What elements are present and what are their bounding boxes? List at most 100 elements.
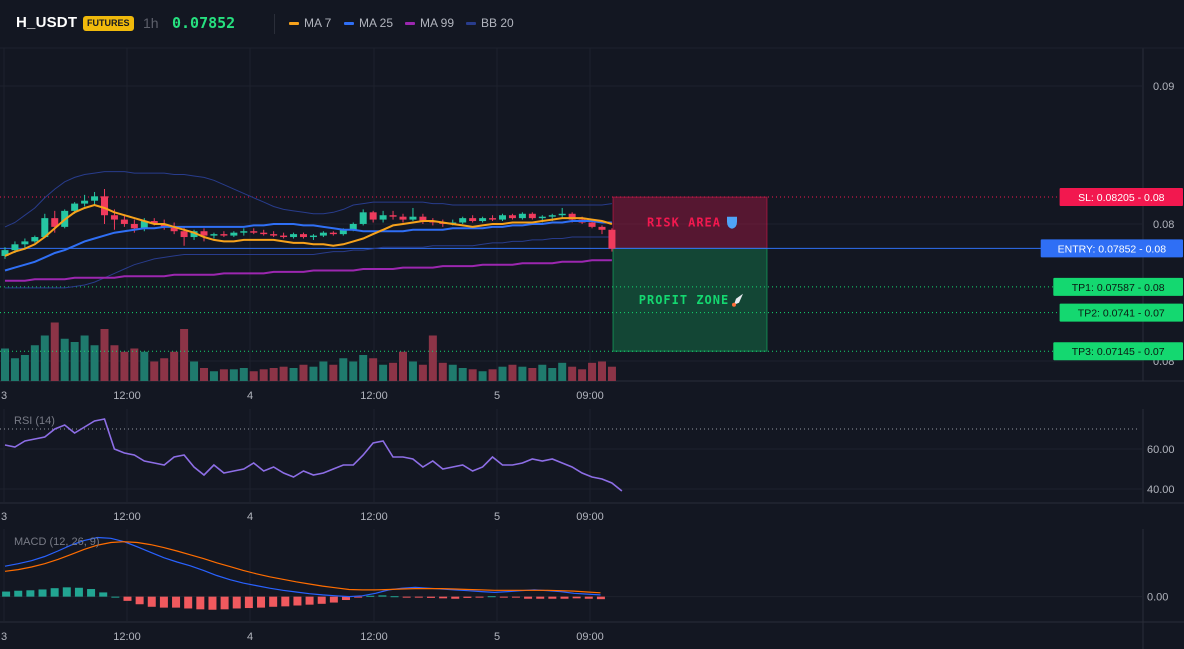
macd-histogram-bar <box>74 587 83 597</box>
candle-body <box>250 231 258 233</box>
rsi-line <box>4 418 623 492</box>
time-tick-label: 4 <box>247 511 253 523</box>
time-tick-label: 12:00 <box>360 511 388 523</box>
volume-bar <box>438 362 447 381</box>
tp-price-tag[interactable] <box>1053 342 1183 361</box>
sl-price-tag[interactable] <box>1059 188 1183 207</box>
candle-body <box>459 218 467 223</box>
candle-body <box>339 229 347 235</box>
volume-bar <box>70 342 79 381</box>
risk-area-zone <box>612 196 768 249</box>
candle-body <box>409 216 417 220</box>
legend-ma25-label: MA 25 <box>359 16 394 30</box>
ma99-line <box>5 259 612 282</box>
candle-body <box>469 218 477 222</box>
legend-ma7[interactable]: MA 7 <box>289 16 331 30</box>
tp-price-label: TP1: 0.07587 - 0.08 <box>1072 282 1165 294</box>
volume-bar <box>568 366 577 381</box>
entry-price-label: ENTRY: 0.07852 - 0.08 <box>1058 243 1167 255</box>
legend-ma99[interactable]: MA 99 <box>405 16 454 30</box>
volume-bar <box>598 361 606 381</box>
legend-bb20[interactable]: BB 20 <box>466 16 514 30</box>
tp-price-tag[interactable] <box>1053 277 1183 296</box>
candle-body <box>160 223 168 227</box>
macd-histogram-bar <box>232 596 241 609</box>
time-tick-label: 12:00 <box>113 631 141 643</box>
volume-bar <box>418 364 427 381</box>
volume-bar <box>279 366 288 381</box>
volume-bar <box>269 368 278 381</box>
bb-upper-line <box>4 171 612 228</box>
candle-body <box>31 237 39 242</box>
macd-histogram-bar <box>26 590 35 597</box>
volume-bar <box>209 371 218 381</box>
volume-bar <box>140 351 149 381</box>
rocket-icon <box>734 293 743 305</box>
candle-body <box>91 196 99 201</box>
macd-histogram-bar <box>220 596 229 610</box>
ma7-swatch <box>289 21 299 25</box>
macd-histogram-bar <box>196 596 205 610</box>
entry-price-tag[interactable] <box>1040 239 1183 258</box>
volume-bar <box>110 345 119 381</box>
time-tick-label: 5 <box>494 511 500 523</box>
tp-price-tag[interactable] <box>1059 303 1183 322</box>
candle-body <box>170 226 178 232</box>
macd-title: MACD (12, 26, 9) <box>14 536 100 548</box>
candle-body <box>280 235 288 238</box>
volume-bar <box>329 364 338 381</box>
ma25-swatch <box>344 21 354 25</box>
time-tick-label: 12:00 <box>113 390 141 402</box>
macd-histogram-bar <box>257 596 266 608</box>
sl-price-label: SL: 0.08205 - 0.08 <box>1078 192 1165 204</box>
legend-ma25[interactable]: MA 25 <box>344 16 393 30</box>
futures-badge: FUTURES <box>83 16 134 31</box>
volume-bar <box>319 361 328 381</box>
volume-bar <box>239 368 248 381</box>
volume-bar <box>468 369 477 381</box>
volume-bar <box>180 329 189 381</box>
volume-bar <box>389 362 398 381</box>
legend-ma7-label: MA 7 <box>304 16 332 30</box>
price-tick-label: 0.08 <box>1153 219 1174 231</box>
volume-bar <box>259 369 268 381</box>
macd-histogram-bar <box>390 596 399 598</box>
chart-background <box>0 48 1184 649</box>
rocket-flame-icon <box>732 302 736 307</box>
volume-bar <box>60 338 69 381</box>
volume-bar <box>578 369 587 381</box>
macd-histogram-bar <box>123 596 132 601</box>
macd-histogram-bar <box>463 596 472 598</box>
candle-body <box>359 212 367 224</box>
volume-bar <box>399 351 407 381</box>
candle-body <box>499 215 506 220</box>
volume-bar <box>50 322 59 381</box>
volume-bar <box>160 358 169 381</box>
macd-histogram-bar <box>293 596 302 606</box>
time-tick-label: 3 <box>1 631 7 643</box>
time-tick-label: 5 <box>494 390 500 402</box>
volume-bar <box>219 369 228 381</box>
timeframe-label[interactable]: 1h <box>143 15 159 31</box>
macd-histogram-bar <box>414 596 423 598</box>
candle-body <box>140 221 148 229</box>
volume-bar <box>379 364 388 381</box>
symbol-name[interactable]: H_USDT <box>16 14 78 31</box>
candle-body <box>11 244 19 251</box>
candle-body <box>379 215 387 220</box>
volume-bar <box>558 362 567 381</box>
macd-histogram-bar <box>499 596 508 598</box>
ma99-swatch <box>405 21 415 25</box>
candle-body <box>130 223 138 229</box>
macd-histogram-bar <box>341 596 350 601</box>
ma7-line <box>4 203 613 257</box>
time-tick-label: 09:00 <box>576 631 604 643</box>
legend-ma99-label: MA 99 <box>420 16 455 30</box>
volume-bar <box>458 368 467 381</box>
candle-body <box>568 213 576 220</box>
candle-body <box>290 234 298 238</box>
volume-bar <box>1 348 9 381</box>
signal-line <box>4 541 601 594</box>
macd-histogram-bar <box>99 592 108 597</box>
